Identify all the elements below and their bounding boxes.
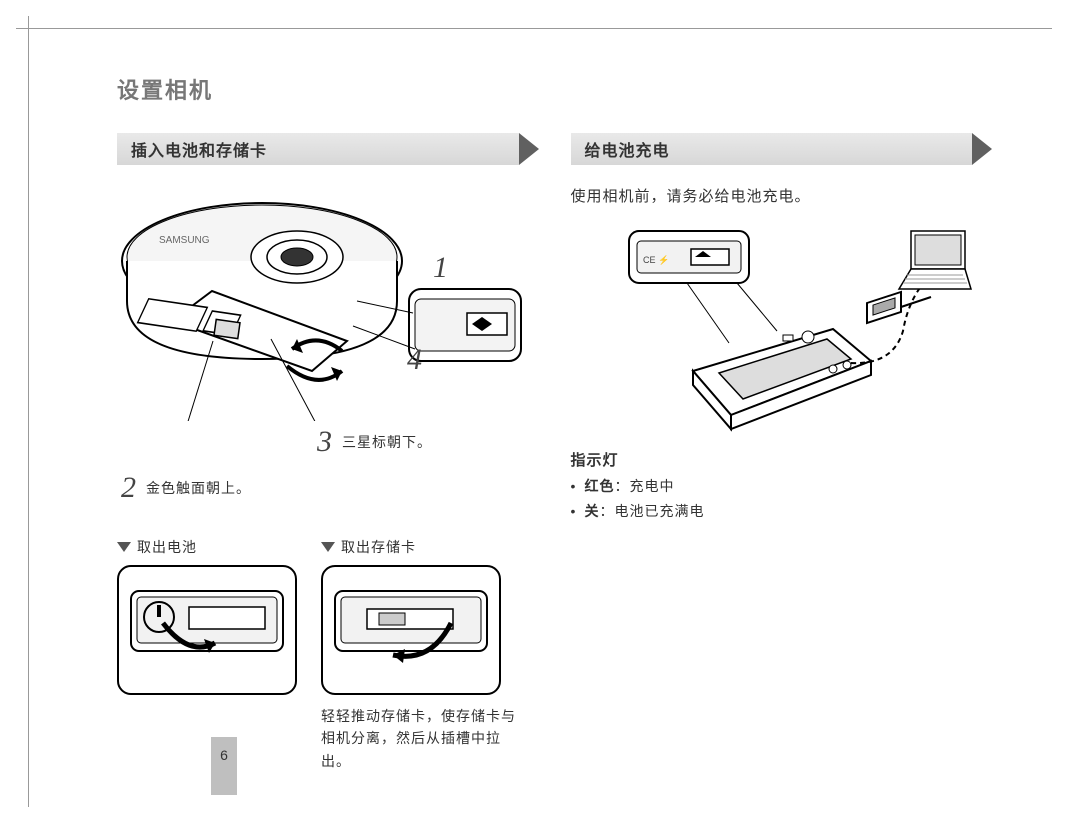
arrow-right-icon (972, 133, 992, 165)
svg-text:SAMSUNG: SAMSUNG (159, 235, 210, 246)
remove-card-figure (321, 565, 501, 695)
step-2: 2 金色触面朝上。 (121, 471, 251, 505)
indicator-off: 关：电池已充满电 (571, 499, 993, 524)
remove-battery-heading: 取出电池 (117, 537, 299, 557)
step-number-3: 3 (317, 425, 332, 459)
indicator-red-text: ：充电中 (615, 478, 675, 494)
section-header-insert: 插入电池和存储卡 (117, 133, 539, 165)
section-header-charge: 给电池充电 (571, 133, 993, 165)
section-heading-text: 插入电池和存储卡 (117, 133, 519, 165)
manual-page: 设置相机 插入电池和存储卡 SAMSUNG (28, 28, 1052, 807)
two-column-layout: 插入电池和存储卡 SAMSUNG (117, 133, 992, 772)
page-title: 设置相机 (117, 73, 992, 105)
svg-text:CE ⚡: CE ⚡ (643, 254, 669, 266)
charge-intro: 使用相机前，请务必给电池充电。 (571, 185, 993, 209)
charging-illustration: CE ⚡ (613, 225, 973, 445)
page-number: 6 (211, 737, 237, 795)
section-heading-text: 给电池充电 (571, 133, 973, 165)
step-number-1: 1 (433, 251, 448, 285)
triangle-down-icon (117, 542, 131, 552)
remove-card-label: 取出存储卡 (341, 537, 416, 557)
remove-card-caption: 轻轻推动存储卡，使存储卡与相机分离，然后从插槽中拉出。 (321, 705, 521, 772)
remove-battery-block: 取出电池 (117, 537, 299, 772)
right-column: 给电池充电 使用相机前，请务必给电池充电。 CE ⚡ (571, 133, 993, 772)
remove-battery-figure (117, 565, 297, 695)
indicator-block: 指示灯 红色：充电中 关：电池已充满电 (571, 449, 993, 524)
triangle-down-icon (321, 542, 335, 552)
left-column: 插入电池和存储卡 SAMSUNG (117, 133, 539, 772)
arrow-right-icon (519, 133, 539, 165)
step-3: 3 三星标朝下。 (317, 425, 432, 459)
indicator-title: 指示灯 (571, 449, 993, 470)
remove-battery-label: 取出电池 (137, 537, 197, 557)
insert-illustration: SAMSUNG (117, 181, 539, 481)
indicator-red-label: 红色 (585, 478, 615, 494)
indicator-off-text: ：电池已充满电 (600, 503, 705, 519)
remove-card-block: 取出存储卡 轻轻推动存储卡，使存储卡与相机分离，然后从插槽中拉出。 (321, 537, 521, 772)
step-2-text: 金色触面朝上。 (146, 478, 251, 498)
step-3-text: 三星标朝下。 (342, 432, 432, 452)
step-number-2: 2 (121, 471, 136, 505)
step-number-4: 4 (407, 343, 422, 377)
indicator-red: 红色：充电中 (571, 474, 993, 499)
remove-card-heading: 取出存储卡 (321, 537, 521, 557)
indicator-off-label: 关 (585, 503, 600, 519)
